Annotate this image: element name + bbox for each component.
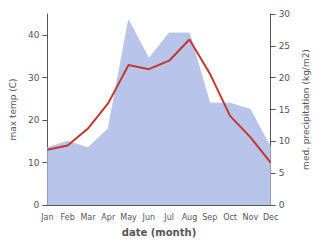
svg-text:40: 40 <box>28 30 40 40</box>
svg-text:25: 25 <box>279 41 290 51</box>
svg-text:med. precipitation (kg/m2): med. precipitation (kg/m2) <box>301 49 311 170</box>
svg-text:Sep: Sep <box>202 213 217 222</box>
svg-text:20: 20 <box>28 115 40 125</box>
svg-text:20: 20 <box>279 73 291 83</box>
svg-text:Feb: Feb <box>61 213 75 222</box>
svg-text:15: 15 <box>279 105 290 115</box>
svg-text:Jul: Jul <box>163 213 174 222</box>
svg-text:0: 0 <box>34 200 40 210</box>
svg-text:10: 10 <box>28 158 40 168</box>
svg-text:Dec: Dec <box>263 213 278 222</box>
svg-text:Oct: Oct <box>223 213 237 222</box>
svg-text:Apr: Apr <box>101 213 116 222</box>
svg-text:Nov: Nov <box>243 213 259 222</box>
svg-text:Aug: Aug <box>182 213 198 222</box>
svg-text:Mar: Mar <box>80 213 96 222</box>
svg-text:10: 10 <box>279 136 291 146</box>
svg-text:Jun: Jun <box>142 213 156 222</box>
svg-text:date (month): date (month) <box>122 227 196 238</box>
svg-text:30: 30 <box>28 73 40 83</box>
svg-text:May: May <box>120 213 137 222</box>
svg-text:max temp (C): max temp (C) <box>8 78 18 140</box>
svg-text:Jan: Jan <box>40 213 53 222</box>
svg-text:30: 30 <box>279 9 291 19</box>
svg-text:0: 0 <box>279 200 285 210</box>
svg-text:5: 5 <box>279 168 285 178</box>
